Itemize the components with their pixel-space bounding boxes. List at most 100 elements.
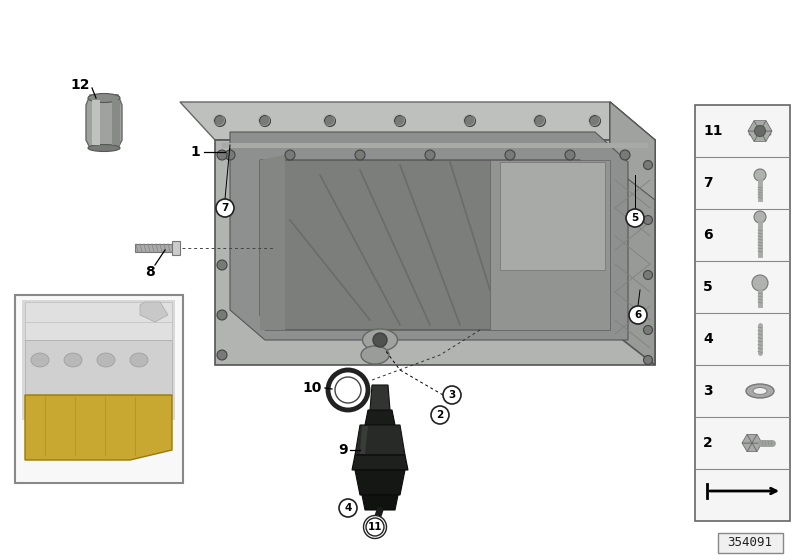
Text: 9: 9 — [338, 443, 348, 457]
Circle shape — [394, 115, 406, 127]
Bar — [15, 295, 183, 483]
Text: 7: 7 — [703, 176, 713, 190]
Text: 5: 5 — [703, 280, 713, 294]
Polygon shape — [362, 495, 398, 510]
Ellipse shape — [31, 353, 49, 367]
Circle shape — [643, 356, 653, 365]
Polygon shape — [365, 410, 395, 425]
Text: 12: 12 — [70, 78, 90, 92]
Polygon shape — [370, 385, 390, 410]
Text: 7: 7 — [222, 203, 229, 213]
Polygon shape — [172, 241, 180, 255]
Text: 6: 6 — [703, 228, 713, 242]
Circle shape — [425, 150, 435, 160]
Circle shape — [217, 310, 227, 320]
Circle shape — [285, 150, 295, 160]
Circle shape — [465, 115, 475, 127]
Polygon shape — [222, 143, 648, 148]
Ellipse shape — [64, 353, 82, 367]
Circle shape — [217, 205, 227, 215]
Circle shape — [339, 499, 357, 517]
Polygon shape — [230, 132, 628, 340]
Ellipse shape — [749, 131, 771, 137]
Polygon shape — [490, 160, 610, 330]
Text: 4: 4 — [703, 332, 713, 346]
Text: 11: 11 — [368, 522, 382, 532]
Polygon shape — [135, 244, 172, 252]
Ellipse shape — [361, 346, 389, 364]
Polygon shape — [754, 120, 766, 131]
Text: 11: 11 — [703, 124, 722, 138]
Ellipse shape — [753, 388, 767, 394]
Circle shape — [225, 150, 235, 160]
Polygon shape — [215, 140, 655, 365]
Circle shape — [373, 333, 387, 347]
Text: 8: 8 — [145, 265, 155, 279]
Circle shape — [643, 161, 653, 170]
Text: 1: 1 — [190, 145, 200, 159]
Circle shape — [620, 150, 630, 160]
Circle shape — [626, 209, 644, 227]
Polygon shape — [260, 160, 610, 330]
Circle shape — [259, 115, 270, 127]
Polygon shape — [754, 131, 766, 141]
Circle shape — [643, 216, 653, 225]
Polygon shape — [355, 425, 405, 455]
Circle shape — [754, 125, 766, 137]
Text: 2: 2 — [436, 410, 444, 420]
Circle shape — [217, 150, 227, 160]
Polygon shape — [610, 102, 655, 200]
Text: 10: 10 — [302, 381, 322, 395]
Polygon shape — [752, 443, 762, 452]
Polygon shape — [86, 95, 122, 148]
Polygon shape — [360, 426, 368, 454]
Ellipse shape — [88, 94, 120, 102]
Polygon shape — [260, 155, 285, 330]
Circle shape — [431, 406, 449, 424]
Polygon shape — [742, 443, 752, 452]
Ellipse shape — [130, 353, 148, 367]
Circle shape — [366, 518, 384, 536]
Circle shape — [325, 115, 335, 127]
Text: 5: 5 — [631, 213, 638, 223]
Text: 354091: 354091 — [727, 536, 773, 549]
Polygon shape — [747, 443, 757, 452]
Ellipse shape — [97, 353, 115, 367]
Polygon shape — [742, 435, 752, 443]
Polygon shape — [180, 102, 655, 140]
Circle shape — [355, 150, 365, 160]
Polygon shape — [610, 102, 655, 365]
Polygon shape — [25, 395, 172, 460]
Circle shape — [217, 260, 227, 270]
Text: 2: 2 — [703, 436, 713, 450]
Ellipse shape — [88, 144, 120, 152]
Circle shape — [629, 306, 647, 324]
Circle shape — [216, 199, 234, 217]
Polygon shape — [22, 300, 175, 420]
Circle shape — [643, 325, 653, 334]
Circle shape — [643, 270, 653, 279]
Circle shape — [534, 115, 546, 127]
Circle shape — [590, 115, 601, 127]
Circle shape — [565, 150, 575, 160]
Polygon shape — [748, 131, 760, 141]
Circle shape — [752, 275, 768, 291]
Polygon shape — [760, 131, 772, 141]
Bar — [718, 533, 783, 553]
Polygon shape — [352, 455, 408, 470]
Polygon shape — [500, 162, 605, 270]
Polygon shape — [760, 120, 772, 131]
Polygon shape — [748, 120, 760, 131]
Polygon shape — [747, 435, 757, 443]
Text: 3: 3 — [448, 390, 456, 400]
Text: 4: 4 — [344, 503, 352, 513]
Circle shape — [505, 150, 515, 160]
Bar — [695, 105, 790, 521]
Circle shape — [443, 386, 461, 404]
Polygon shape — [355, 470, 405, 495]
Polygon shape — [25, 302, 172, 340]
Circle shape — [363, 516, 386, 539]
Ellipse shape — [362, 329, 398, 351]
Text: 6: 6 — [634, 310, 642, 320]
Polygon shape — [92, 100, 100, 145]
